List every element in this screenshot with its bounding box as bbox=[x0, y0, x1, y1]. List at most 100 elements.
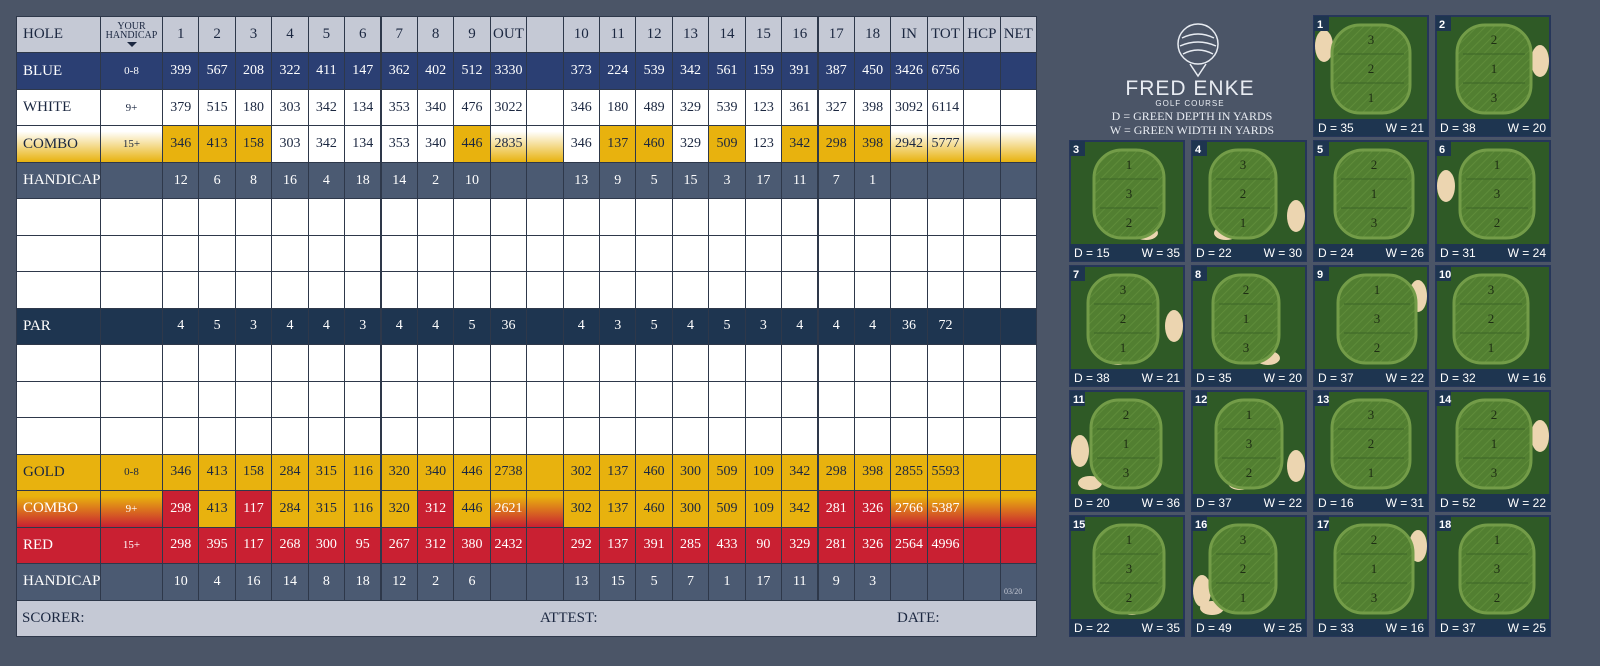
green-bg bbox=[1435, 390, 1551, 512]
blank-cell bbox=[100, 417, 163, 455]
blank-cell bbox=[453, 271, 491, 309]
blank-cell bbox=[963, 344, 1001, 382]
column-header: 3 bbox=[234, 16, 273, 54]
score-cell: 14 bbox=[271, 563, 309, 601]
zone-label: 1 bbox=[1494, 157, 1501, 172]
hole-number: 16 bbox=[1195, 519, 1207, 531]
blank-cell bbox=[671, 271, 710, 309]
zone-label: 1 bbox=[1246, 407, 1253, 422]
scorecard: HOLE YOUR HANDICAP 1 2 3 4 5 6 7 8 9 OUT 10 11 12 13 14 15… bbox=[16, 16, 1037, 637]
footer-attest: ATTEST: bbox=[540, 609, 598, 626]
row-handicap: 0-8 bbox=[100, 453, 163, 492]
column-header: 18 bbox=[853, 16, 892, 54]
zone-label: 2 bbox=[1491, 407, 1498, 422]
score-cell: 13 bbox=[562, 563, 600, 601]
zone-label: 2 bbox=[1240, 186, 1247, 201]
score-cell: 14 bbox=[380, 161, 418, 200]
score-cell: 6 bbox=[453, 563, 491, 601]
score-cell: 326 bbox=[853, 490, 892, 528]
row-label: BLUE bbox=[16, 52, 101, 90]
empty-cell bbox=[963, 526, 1001, 565]
column-header: 11 bbox=[599, 16, 637, 54]
row-handicap bbox=[100, 161, 163, 200]
score-cell: 267 bbox=[380, 526, 418, 565]
blank-cell bbox=[526, 234, 564, 273]
zone-label: 1 bbox=[1123, 436, 1130, 451]
blank-cell bbox=[671, 417, 710, 455]
zone-label: 1 bbox=[1494, 532, 1501, 547]
zone-label: 2 bbox=[1246, 465, 1253, 480]
hole-tag bbox=[1314, 16, 1329, 31]
zone-label: 2 bbox=[1488, 311, 1495, 326]
blank-cell bbox=[635, 198, 673, 236]
zone-label: 3 bbox=[1126, 561, 1133, 576]
green-info-bar bbox=[1314, 119, 1428, 136]
green-card: 1 3 2 18 D = 37 W = 25 bbox=[1435, 515, 1551, 637]
green-width: W = 35 bbox=[1142, 246, 1181, 260]
bunker bbox=[1106, 351, 1130, 365]
score-cell: 2432 bbox=[489, 526, 528, 565]
blank-cell bbox=[489, 271, 528, 309]
score-cell: 450 bbox=[853, 52, 892, 90]
score-cell: 3 bbox=[744, 307, 783, 346]
green-depth: D = 35 bbox=[1318, 121, 1354, 135]
score-cell: 137 bbox=[599, 526, 637, 565]
score-cell: 7 bbox=[817, 161, 855, 200]
hole-tag bbox=[1070, 141, 1085, 156]
zone-label: 3 bbox=[1491, 90, 1498, 105]
score-cell: 342 bbox=[307, 88, 346, 127]
score-cell: 489 bbox=[635, 88, 673, 127]
hole-number: 10 bbox=[1439, 269, 1451, 281]
score-cell: 3426 bbox=[890, 52, 928, 90]
blank-cell bbox=[489, 198, 528, 236]
zone-label: 3 bbox=[1368, 407, 1375, 422]
blank-cell bbox=[100, 271, 163, 309]
blank-cell bbox=[380, 271, 418, 309]
bunker bbox=[1315, 30, 1333, 62]
blank-cell bbox=[562, 234, 600, 273]
blank-cell bbox=[853, 380, 892, 419]
score-cell: 2564 bbox=[890, 526, 928, 565]
score-cell: 159 bbox=[744, 52, 783, 90]
blank-cell bbox=[162, 271, 200, 309]
logo-sub: GOLF COURSE bbox=[1155, 99, 1224, 108]
zone-label: 3 bbox=[1371, 215, 1378, 230]
blank-cell bbox=[562, 380, 600, 419]
zone-label: 1 bbox=[1240, 590, 1247, 605]
bunker bbox=[1437, 170, 1455, 202]
score-cell: 298 bbox=[817, 125, 855, 163]
blank-cell bbox=[16, 271, 101, 309]
zone-label: 3 bbox=[1368, 32, 1375, 47]
green-info-bar bbox=[1192, 619, 1306, 636]
score-cell: 446 bbox=[453, 125, 491, 163]
score-cell bbox=[489, 563, 528, 601]
score-cell: 18 bbox=[344, 161, 382, 200]
blank-cell bbox=[963, 198, 1001, 236]
zone-label: 3 bbox=[1240, 532, 1247, 547]
blank-cell bbox=[307, 417, 346, 455]
green-width: W = 22 bbox=[1508, 496, 1547, 510]
bunker bbox=[1256, 351, 1280, 365]
zone-label: 2 bbox=[1371, 532, 1378, 547]
score-cell: 509 bbox=[708, 490, 746, 528]
score-cell: 342 bbox=[781, 453, 819, 492]
green-bg bbox=[1069, 140, 1185, 262]
score-cell: 322 bbox=[271, 52, 309, 90]
hole-number: 8 bbox=[1195, 269, 1201, 281]
row-label: GOLD bbox=[16, 453, 101, 492]
score-cell: 6756 bbox=[926, 52, 965, 90]
blank-cell bbox=[453, 380, 491, 419]
blank-cell bbox=[526, 344, 564, 382]
green-card: 1 3 2 12 D = 37 W = 22 bbox=[1191, 390, 1307, 512]
empty-cell bbox=[526, 125, 564, 163]
score-cell: 298 bbox=[162, 490, 200, 528]
green-surface bbox=[1330, 398, 1412, 490]
score-cell: 284 bbox=[271, 453, 309, 492]
bunker bbox=[1120, 601, 1144, 615]
blank-cell bbox=[635, 380, 673, 419]
row-label: COMBO bbox=[16, 125, 101, 163]
green-info-bar bbox=[1192, 244, 1306, 261]
hole-number: 5 bbox=[1317, 144, 1323, 156]
arrow bbox=[126, 42, 137, 48]
green-info-bar bbox=[1314, 494, 1428, 511]
